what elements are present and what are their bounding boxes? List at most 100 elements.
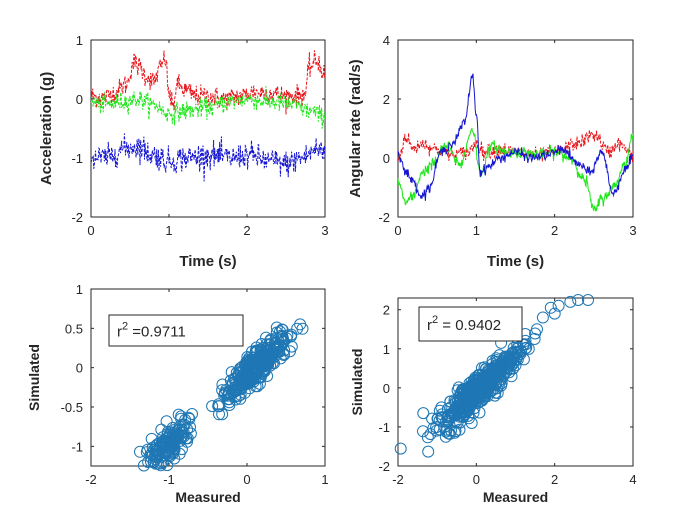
scatter-gyro-xlabel: Measured (483, 489, 548, 505)
gyro-xlabel: Time (s) (487, 253, 544, 270)
scatter-accel-point (168, 442, 181, 455)
scatter-gyro-point (465, 417, 478, 429)
scatter-accel-point (257, 348, 270, 361)
scatter-accel-ytick-label: -0.5 (61, 400, 83, 415)
scatter-gyro-point (491, 366, 504, 379)
gyro-plot-area (397, 39, 634, 218)
scatter-gyro-ytick-label: 2 (383, 303, 390, 318)
scatter-accel-point (140, 446, 153, 459)
scatter-accel-xtick-label: 0 (243, 472, 250, 487)
scatter-gyro-r2-annotation: r2 = 0.9402 (418, 306, 523, 342)
scatter-accel-point (184, 427, 197, 440)
scatter-gyro-point (474, 382, 487, 395)
scatter-accel-point (296, 322, 309, 335)
scatter-accel-point (167, 447, 180, 460)
scatter-accel-point (270, 321, 283, 334)
scatter-gyro-ytick-label: 1 (383, 342, 390, 357)
scatter-gyro-point (528, 333, 541, 345)
accel-xtick-label: 0 (87, 223, 94, 238)
scatter-gyro-point (442, 414, 455, 427)
scatter-gyro-point (531, 323, 543, 336)
scatter-gyro-point (451, 384, 464, 397)
accel-ylabel: Acceleration (g) (38, 72, 55, 185)
scatter-gyro-point (439, 430, 452, 443)
accel-plot-area (90, 39, 326, 218)
scatter-gyro-point (517, 338, 530, 351)
accel-ytick-label: 0 (76, 92, 83, 107)
accel-xtick-label: 2 (243, 223, 250, 238)
scatter-accel-ytick-label: 1 (76, 282, 83, 297)
gyro-ytick-label: 4 (383, 33, 390, 48)
accel-series-x-axis (91, 50, 325, 115)
scatter-accel-ytick-label: -1 (71, 439, 83, 454)
scatter-accel-point (134, 445, 146, 458)
scatter-accel-point (147, 456, 160, 469)
scatter-accel-point (238, 386, 251, 399)
scatter-gyro-ytick-label: -1 (378, 420, 390, 435)
scatter-accel-xtick-label: -1 (163, 472, 175, 487)
scatter-gyro-point (507, 351, 520, 364)
scatter-gyro-point (476, 385, 489, 398)
scatter-accel-point (225, 366, 238, 379)
scatter-accel-point (150, 450, 163, 463)
scatter-gyro-point (426, 412, 439, 425)
scatter-gyro-point (489, 379, 502, 392)
scatter-gyro-point (471, 374, 484, 387)
scatter-accel-r2-annotation: r2 =0.9711 (108, 314, 244, 347)
scatter-gyro-point (440, 423, 453, 436)
scatter-gyro-point (460, 387, 473, 400)
scatter-accel-point (277, 347, 290, 360)
scatter-accel-point (280, 332, 293, 345)
scatter-gyro-annotation-value: = 0.9402 (438, 317, 501, 334)
scatter-accel-point (277, 335, 290, 348)
scatter-accel-point (261, 355, 274, 368)
scatter-accel-point (181, 435, 193, 448)
scatter-accel-point (222, 389, 235, 402)
scatter-gyro-point (453, 395, 466, 408)
scatter-accel-point (177, 419, 190, 432)
accel-series-y-axis (91, 86, 325, 129)
gyro-series-z-axis (398, 73, 633, 201)
scatter-accel-annotation-superscript: 2 (122, 321, 128, 333)
accel-xtick-label: 1 (165, 223, 172, 238)
scatter-gyro-point (502, 352, 515, 365)
scatter-gyro-point (421, 431, 434, 444)
scatter-accel-annotation-prefix: r (117, 324, 122, 341)
accel-ytick-label: -1 (71, 151, 83, 166)
scatter-gyro-point (472, 369, 485, 382)
scatter-gyro-point (493, 365, 506, 378)
gyro-xtick-label: 1 (473, 223, 480, 238)
gyro-axes: 0 1 2 3 -2 0 2 4 Time (s) Angular rate (rad/s) (347, 33, 637, 270)
scatter-accel-point (228, 372, 240, 385)
scatter-gyro-xtick-label: -2 (392, 472, 404, 487)
scatter-accel-point (242, 372, 255, 385)
scatter-accel-annotation-text: r2 =0.9711 (117, 321, 186, 341)
accel-xtick-label: 3 (321, 223, 328, 238)
gyro-xtick-label: 3 (629, 223, 636, 238)
scatter-gyro-point (552, 299, 565, 312)
scatter-accel-xtick-label: -2 (85, 472, 97, 487)
scatter-accel-annotation-value: =0.9711 (128, 324, 186, 341)
scatter-accel-point (206, 400, 219, 413)
scatter-accel-ytick-label: 0.5 (65, 321, 83, 336)
scatter-gyro-point (485, 366, 497, 379)
scatter-gyro-point (509, 359, 522, 372)
scatter-accel-point (155, 423, 168, 436)
accel-axes: 0 1 2 3 -2 -1 0 1 Time (s) Acceleration (g) (38, 33, 329, 270)
scatter-gyro-point (433, 404, 446, 417)
scatter-gyro-xtick-label: 2 (551, 472, 558, 487)
scatter-accel-point (148, 443, 160, 456)
gyro-ytick-label: 0 (383, 151, 390, 166)
scatter-accel-xlabel: Measured (175, 489, 240, 505)
scatter-gyro-point (536, 311, 549, 324)
scatter-accel-point (239, 369, 252, 382)
scatter-gyro-point (394, 442, 407, 455)
scatter-gyro-xtick-label: 4 (629, 472, 636, 487)
accel-xlabel: Time (s) (179, 253, 236, 270)
scatter-gyro-xtick-label: 0 (473, 472, 480, 487)
gyro-ylabel: Angular rate (rad/s) (347, 59, 364, 197)
scatter-gyro-annotation-superscript: 2 (432, 314, 438, 326)
scatter-gyro-annotation-prefix: r (427, 317, 432, 334)
scatter-gyro-point (484, 364, 496, 377)
gyro-ytick-label: 2 (383, 92, 390, 107)
